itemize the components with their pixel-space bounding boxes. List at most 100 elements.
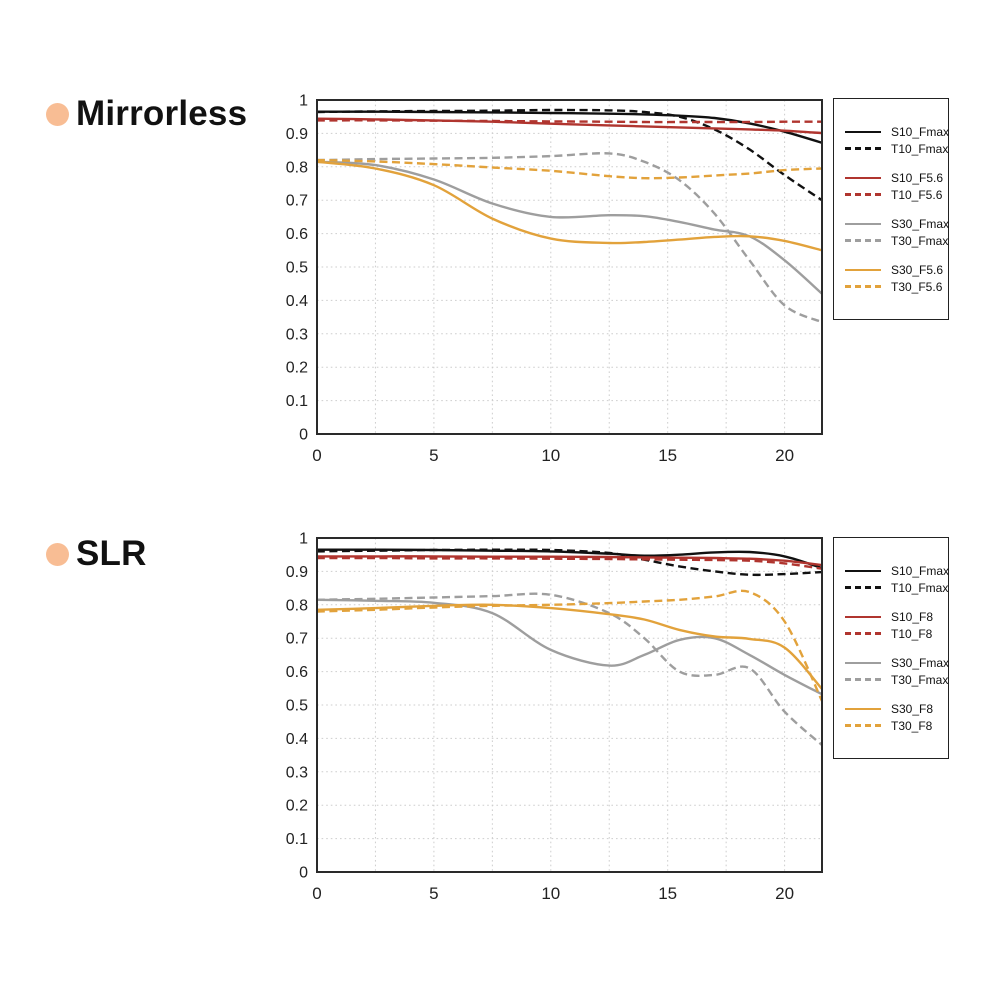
legend-line-sample (845, 285, 881, 288)
legend-label: T30_Fmax (891, 233, 949, 248)
curve-S10_F8 (317, 555, 823, 567)
y-tick-label: 0.4 (286, 293, 308, 310)
mirrorless-mtf-chart: 1 0.9 0.8 0.7 0.6 0.5 0.4 0.3 0.2 0.1 00 5 10 15 20 (286, 93, 823, 465)
legend-line-sample (845, 661, 881, 664)
y-tick-label: 0.5 (286, 260, 308, 277)
x-tick-label: 5 (429, 884, 438, 903)
curve-S30_Fmax (316, 160, 823, 295)
x-tick-label: 0 (312, 446, 321, 465)
legend-label: T30_F8 (891, 718, 933, 733)
legend-item: S10_Fmax (845, 123, 949, 140)
legend-item: S30_F8 (845, 700, 948, 717)
legend-label: T10_Fmax (891, 141, 949, 156)
y-tick-label: 0.7 (286, 631, 308, 648)
plot-border (316, 537, 823, 873)
legend-item: S10_F8 (845, 608, 948, 625)
legend-line-sample (845, 193, 881, 196)
legend-line-sample (845, 632, 881, 635)
curve-T30_Fmax (316, 592, 823, 746)
legend-item: T10_F5.6 (845, 186, 948, 203)
legend-line-sample (845, 239, 881, 242)
curve-T30_Fmax (316, 152, 823, 324)
legend-item: T30_F8 (845, 717, 948, 734)
y-tick-label: 0.1 (286, 831, 308, 848)
x-tick-label: 15 (658, 446, 677, 465)
legend-item: S10_Fmax (845, 562, 950, 579)
y-tick-label: 0.3 (286, 764, 308, 781)
section-title-mirrorless: Mirrorless (46, 94, 247, 134)
y-tick-label: 0.2 (286, 360, 308, 377)
curve-S30_Fmax (316, 598, 823, 696)
y-tick-label: 1 (299, 93, 308, 110)
bullet-icon (46, 542, 69, 566)
y-tick-label: 0.8 (286, 159, 308, 176)
legend-label: T30_F5.6 (891, 279, 943, 294)
x-tick-label: 10 (541, 446, 560, 465)
legend-line-sample (845, 586, 881, 589)
y-tick-label: 0.9 (286, 126, 308, 143)
curve-S10_Fmax (316, 110, 823, 144)
legend-item: S30_F5.6 (845, 261, 948, 278)
legend-item: T10_Fmax (845, 579, 948, 596)
section-title-slr: SLR (46, 534, 147, 574)
y-tick-label: 0.8 (286, 597, 308, 614)
curve-S30_F8 (316, 603, 823, 690)
section-title-label: Mirrorless (76, 94, 248, 133)
y-tick-label: 0.4 (286, 731, 308, 748)
x-tick-label: 10 (541, 884, 560, 903)
legend-line-sample (845, 707, 881, 710)
legend-item: T30_F5.6 (845, 278, 948, 295)
legend-label: T30_Fmax (891, 672, 949, 687)
legend-line-sample (845, 615, 881, 618)
x-tick-label: 20 (775, 884, 794, 903)
legend-item: T30_Fmax (845, 671, 948, 688)
y-tick-label: 0.9 (286, 564, 308, 581)
legend-line-sample (845, 724, 881, 727)
section-title-label: SLR (76, 534, 147, 573)
legend-item: S30_Fmax (845, 654, 950, 671)
curve-T30_F8 (316, 589, 824, 702)
legend-label: S10_Fmax (891, 563, 950, 578)
x-tick-label: 5 (429, 446, 438, 465)
y-tick-label: 0.7 (286, 193, 308, 210)
curve-T10_Fmax (316, 108, 823, 202)
bullet-icon (46, 102, 69, 126)
y-tick-label: 0.2 (286, 798, 308, 815)
legend-label: S10_F5.6 (891, 170, 944, 185)
legend-label: S30_Fmax (891, 216, 950, 231)
curve-S30_F5.6 (316, 160, 823, 252)
y-tick-label: 0.6 (286, 664, 308, 681)
legend-line-sample (845, 222, 881, 225)
legend-line-sample (845, 176, 881, 179)
y-tick-label: 0.5 (286, 698, 308, 715)
legend-label: S30_F5.6 (891, 262, 944, 277)
legend-item: S10_F5.6 (845, 169, 948, 186)
slr-legend: S10_Fmax T10_Fmax S10_F8 T10_F8 S30_Fmax T30_… (833, 537, 949, 759)
legend-item: T10_F8 (845, 625, 948, 642)
legend-item: S30_Fmax (845, 215, 950, 232)
y-tick-label: 1 (299, 531, 308, 548)
curve-S10_F5.6 (316, 117, 823, 135)
y-tick-label: 0.3 (286, 326, 308, 343)
x-tick-label: 20 (775, 446, 794, 465)
legend-line-sample (845, 678, 881, 681)
legend-label: S30_Fmax (891, 655, 950, 670)
x-tick-label: 15 (658, 884, 677, 903)
legend-line-sample (845, 569, 881, 572)
legend-label: T10_Fmax (891, 580, 949, 595)
legend-label: S30_F8 (891, 701, 934, 716)
legend-line-sample (845, 268, 881, 271)
y-tick-label: 0.1 (286, 393, 308, 410)
y-tick-label: 0 (299, 865, 308, 882)
legend-label: T10_F5.6 (891, 187, 943, 202)
legend-label: S10_F8 (891, 609, 934, 624)
legend-line-sample (845, 130, 881, 133)
y-tick-label: 0 (299, 427, 308, 444)
legend-item: T30_Fmax (845, 232, 948, 249)
legend-item: T10_Fmax (845, 140, 948, 157)
slr-mtf-chart: 1 0.9 0.8 0.7 0.6 0.5 0.4 0.3 0.2 0.1 00 5 10 15 20 (286, 531, 824, 903)
legend-line-sample (845, 147, 881, 150)
mirrorless-legend: S10_Fmax T10_Fmax S10_F5.6 T10_F5.6 S30_Fmax… (833, 98, 949, 320)
plot-border (316, 99, 823, 435)
